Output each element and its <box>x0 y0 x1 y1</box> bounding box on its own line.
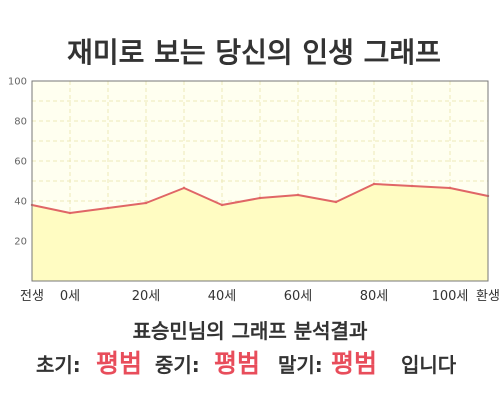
line-segment <box>259 194 299 199</box>
analysis-result: 초기: 평범 중기: 평범 말기: 평범 입니다 <box>36 349 457 378</box>
result-ending: 입니다 <box>401 353 457 377</box>
late-label: 말기: <box>278 353 323 377</box>
middle-value: 평범 <box>214 349 260 378</box>
line-segment <box>335 183 375 203</box>
chart-title: 재미로 보는 당신의 인생 그래프 <box>67 36 441 69</box>
line-segment <box>31 204 71 214</box>
data-point <box>220 203 224 207</box>
x-tick-label: 60세 <box>284 289 313 304</box>
middle-label: 중기: <box>155 353 200 377</box>
line-segment <box>373 183 413 187</box>
line-segment <box>107 202 147 209</box>
y-tick-label: 60 <box>14 157 27 168</box>
data-point <box>182 186 186 190</box>
data-point <box>106 206 110 210</box>
y-tick-label: 20 <box>14 237 27 248</box>
data-point <box>372 182 376 186</box>
analysis-summary: 표승민님의 그래프 분석결과 <box>133 319 368 343</box>
x-tick-label: 환생 <box>476 289 500 304</box>
x-tick-label: 전생 <box>20 289 44 304</box>
data-point <box>334 200 338 204</box>
plot-area <box>30 80 490 282</box>
line-segment <box>69 207 109 214</box>
data-point <box>258 196 262 200</box>
line-segment <box>221 197 261 206</box>
late-value: 평범 <box>331 349 377 378</box>
line-segment <box>449 187 489 197</box>
x-tick-label: 40세 <box>208 289 237 304</box>
x-tick-label: 80세 <box>360 289 389 304</box>
x-axis-ticks: 전생 0세 20세 40세 60세 80세 100세 환생 <box>20 289 500 304</box>
line-segment <box>145 187 185 204</box>
line-segment <box>297 194 337 203</box>
x-tick-label: 20세 <box>132 289 161 304</box>
x-tick-label: 100세 <box>432 289 469 304</box>
data-point <box>68 211 72 215</box>
y-tick-label: 100 <box>8 77 27 88</box>
line-segment <box>183 187 223 206</box>
line-segment <box>411 185 451 189</box>
early-value: 평범 <box>96 349 142 378</box>
y-axis-ticks: 20 40 60 80 100 <box>8 77 27 248</box>
data-point <box>296 193 300 197</box>
early-label: 초기: <box>36 353 81 377</box>
data-point <box>410 184 414 188</box>
area-fill <box>32 184 488 281</box>
y-tick-label: 40 <box>14 197 27 208</box>
y-tick-label: 80 <box>14 117 27 128</box>
data-point <box>144 201 148 205</box>
x-tick-label: 0세 <box>60 289 80 304</box>
data-point <box>448 186 452 190</box>
plot-frame <box>31 80 489 282</box>
